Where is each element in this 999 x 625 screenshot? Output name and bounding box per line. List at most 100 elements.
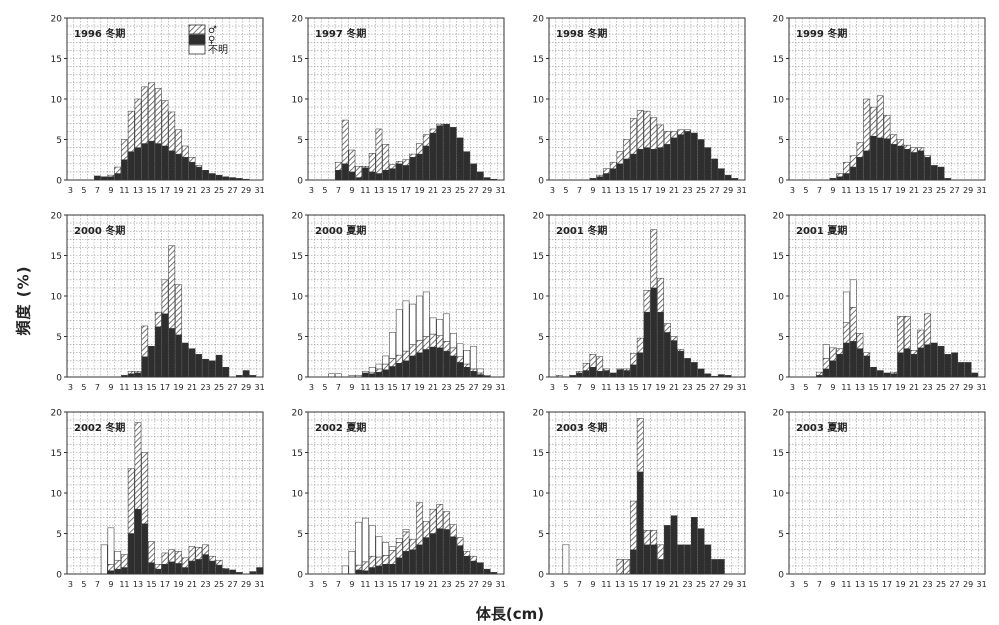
y-tick-label: 5 [538,136,544,146]
bar-male-10cm [114,166,122,174]
x-tick-label: 27 [227,383,237,392]
bar-female-26cm [463,367,471,378]
x-tick-label: 11 [119,186,129,195]
bar-male-13cm [375,556,383,567]
bar-male-12cm [849,307,857,342]
bar-female-21cm [429,132,437,181]
x-tick-label: 29 [482,186,492,195]
bar-female-22cm [436,347,444,378]
bar-female-25cm [456,362,464,378]
x-tick-label: 9 [590,383,595,392]
bar-female-7cm [335,170,342,181]
bar-unknown-25cm [456,343,464,358]
bar-female-11cm [121,567,128,575]
x-tick-label: 13 [133,383,143,392]
x-tick-label: 17 [882,186,892,195]
bar-female-16cm [154,568,162,575]
legend-label-dark: ♀ [208,35,215,46]
x-tick-label: 5 [563,383,568,392]
bar-male-14cm [623,368,631,371]
bar-female-11cm [362,372,369,378]
bar-male-16cm [154,564,162,570]
x-tick-label: 23 [200,383,210,392]
y-tick-label: 15 [533,252,544,262]
y-tick-label: 0 [538,571,544,581]
x-tick-label: 3 [790,383,795,392]
x-tick-label: 9 [349,186,354,195]
bar-male-24cm [449,347,457,357]
x-tick-label: 23 [922,580,932,589]
bar-unknown-11cm [843,291,850,323]
bar-male-16cm [154,311,162,328]
bar-male-13cm [856,333,864,349]
bar-female-16cm [876,370,884,378]
bar-female-18cm [409,157,417,181]
bar-female-15cm [148,562,155,575]
x-tick-label: 15 [628,383,638,392]
x-tick-label: 9 [830,580,835,589]
x-tick-label: 29 [963,383,973,392]
x-tick-label: 25 [696,186,706,195]
y-tick-label: 20 [533,409,545,419]
bar-female-19cm [416,544,423,575]
bar-female-18cm [168,328,176,378]
bar-male-15cm [630,118,637,155]
x-tick-label: 3 [550,383,555,392]
bar-female-17cm [643,544,651,575]
bar-female-27cm [951,352,958,378]
bar-female-23cm [443,123,450,181]
x-tick-label: 29 [241,580,251,589]
bar-female-25cm [697,139,705,181]
bar-female-20cm [663,332,671,378]
bar-female-22cm [917,347,925,378]
y-tick-label: 0 [778,374,784,384]
x-tick-label: 19 [173,383,183,392]
bar-female-21cm [429,533,437,575]
y-tick-label: 15 [773,449,784,459]
bar-female-11cm [121,159,128,181]
y-tick-label: 5 [297,530,303,540]
bar-male-23cm [443,341,450,352]
bar-male-14cm [382,144,390,171]
y-tick-label: 0 [297,177,303,187]
bar-male-19cm [897,316,904,353]
x-tick-label: 19 [414,580,424,589]
bar-male-19cm [416,143,423,155]
bar-male-8cm [582,362,590,371]
x-tick-label: 19 [655,186,665,195]
x-tick-label: 31 [977,580,987,589]
bar-male-13cm [616,559,624,575]
x-tick-label: 5 [322,383,327,392]
bar-male-18cm [409,538,417,550]
bar-female-30cm [971,372,979,378]
bar-male-18cm [890,371,898,375]
x-tick-label: 19 [173,580,183,589]
x-tick-label: 9 [108,186,113,195]
bar-female-16cm [876,137,884,181]
bar-unknown-16cm [395,309,403,356]
bar-male-21cm [429,128,437,134]
bar-female-20cm [181,567,189,575]
x-tick-label: 11 [841,383,851,392]
bar-male-13cm [375,368,383,373]
bar-male-25cm [215,559,223,566]
y-tick-label: 15 [292,252,303,262]
bar-female-26cm [222,367,230,378]
x-tick-label: 21 [669,383,679,392]
bar-male-19cm [175,551,182,564]
y-tick-label: 0 [778,177,784,187]
bar-female-10cm [596,371,604,378]
x-tick-label: 25 [936,186,946,195]
panel-frame [307,17,505,181]
bar-male-19cm [175,284,182,336]
bar-female-15cm [389,564,396,575]
bar-female-25cm [215,564,223,575]
bar-male-8cm [822,358,830,370]
bar-male-7cm [576,371,583,374]
bar-male-16cm [154,88,162,144]
bar-female-17cm [161,145,169,181]
y-tick-label: 15 [292,55,303,65]
bar-female-7cm [576,372,583,378]
